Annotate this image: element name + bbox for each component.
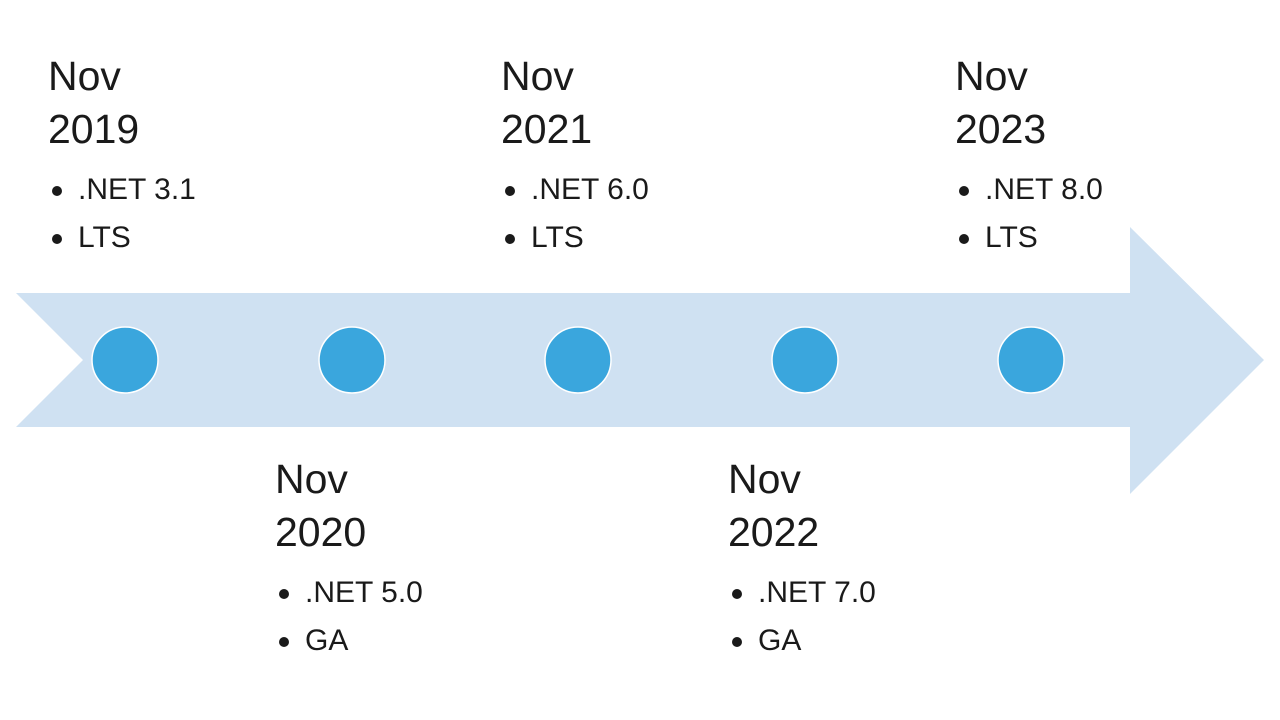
milestone-2023: Nov 2023 .NET 8.0 LTS [955, 50, 1205, 262]
milestone-date: Nov 2023 [955, 50, 1205, 156]
milestone-details: .NET 7.0 GA [728, 569, 978, 665]
timeline-dot-2019 [91, 326, 159, 394]
milestone-year: 2020 [275, 509, 367, 555]
milestone-year: 2021 [501, 106, 593, 152]
milestone-details: .NET 8.0 LTS [955, 166, 1205, 262]
timeline-dot-2020 [318, 326, 386, 394]
milestone-month: Nov [728, 456, 801, 502]
milestone-2020: Nov 2020 .NET 5.0 GA [275, 453, 525, 665]
timeline-dot-2023 [997, 326, 1065, 394]
milestone-year: 2022 [728, 509, 820, 555]
milestone-year: 2019 [48, 106, 140, 152]
milestone-date: Nov 2020 [275, 453, 525, 559]
milestone-version: .NET 3.1 [48, 166, 298, 214]
milestone-2021: Nov 2021 .NET 6.0 LTS [501, 50, 751, 262]
milestone-release-type: LTS [955, 214, 1205, 262]
milestone-version: .NET 8.0 [955, 166, 1205, 214]
milestone-month: Nov [48, 53, 121, 99]
milestone-version: .NET 5.0 [275, 569, 525, 617]
milestone-date: Nov 2022 [728, 453, 978, 559]
milestone-date: Nov 2019 [48, 50, 298, 156]
milestone-release-type: LTS [48, 214, 298, 262]
milestone-year: 2023 [955, 106, 1047, 152]
milestone-month: Nov [275, 456, 348, 502]
milestone-version: .NET 6.0 [501, 166, 751, 214]
milestone-date: Nov 2021 [501, 50, 751, 156]
milestone-month: Nov [955, 53, 1028, 99]
milestone-2022: Nov 2022 .NET 7.0 GA [728, 453, 978, 665]
milestone-release-type: GA [275, 617, 525, 665]
milestone-release-type: LTS [501, 214, 751, 262]
milestone-details: .NET 6.0 LTS [501, 166, 751, 262]
timeline-dot-2021 [544, 326, 612, 394]
milestone-details: .NET 3.1 LTS [48, 166, 298, 262]
milestone-version: .NET 7.0 [728, 569, 978, 617]
milestone-release-type: GA [728, 617, 978, 665]
timeline-dot-2022 [771, 326, 839, 394]
timeline-arrow-shape [16, 227, 1264, 494]
milestone-month: Nov [501, 53, 574, 99]
milestone-details: .NET 5.0 GA [275, 569, 525, 665]
milestone-2019: Nov 2019 .NET 3.1 LTS [48, 50, 298, 262]
